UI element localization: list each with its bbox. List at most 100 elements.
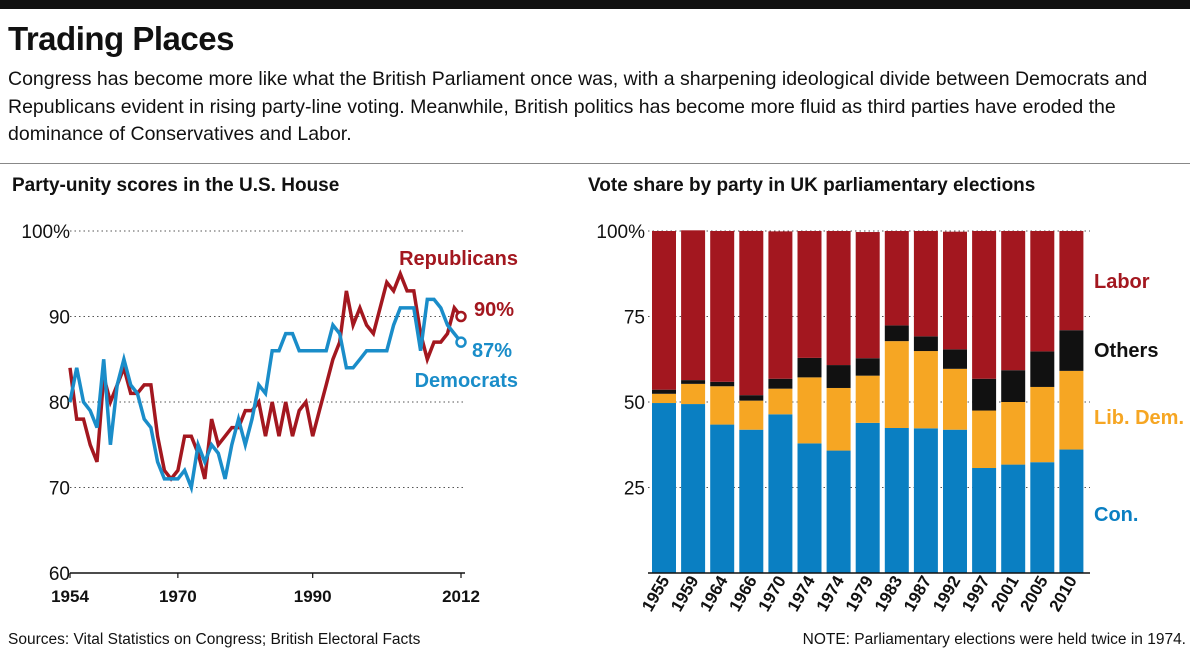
bar-x-tick-label: 1979 xyxy=(842,573,877,615)
republicans-series-label: Republicans xyxy=(399,248,518,270)
bar-x-tick-label: 1992 xyxy=(929,573,964,615)
bar-x-tick-label: 1983 xyxy=(871,573,906,615)
con-legend-label: Con. xyxy=(1094,504,1138,526)
page-subtitle: Congress has become more like what the B… xyxy=(8,68,1148,145)
bar-x-tick-label: 2010 xyxy=(1045,573,1080,615)
bar-x-tick-label: 1974 xyxy=(813,572,849,615)
lib-dem-bar-segment xyxy=(826,387,851,451)
con-bar-segment xyxy=(1001,464,1026,573)
line-chart-title: Party-unity scores in the U.S. House xyxy=(12,175,340,196)
line-x-tick-label: 1990 xyxy=(294,587,332,606)
lib-dem-bar-segment xyxy=(884,341,909,428)
lib-dem-bar-segment xyxy=(768,388,793,415)
lib-dem-bar-segment xyxy=(652,393,676,404)
con-bar-segment xyxy=(797,443,822,573)
page-title: Trading Places xyxy=(8,20,234,57)
line-y-tick-label: 100% xyxy=(21,222,70,243)
con-bar-segment xyxy=(739,429,764,573)
top-rule xyxy=(0,0,1190,9)
con-bar-segment xyxy=(972,468,997,573)
lib-dem-bar-segment xyxy=(710,386,735,425)
labor-bar-segment xyxy=(855,232,880,359)
con-bar-segment xyxy=(884,427,909,573)
others-legend-label: Others xyxy=(1094,340,1158,362)
labor-bar-segment xyxy=(913,231,938,337)
lib-dem-bar-segment xyxy=(1030,386,1055,463)
lib-dem-bar-segment xyxy=(943,368,967,430)
bar-x-tick-label: 1997 xyxy=(958,573,993,615)
others-bar-segment xyxy=(913,336,938,352)
others-bar-segment xyxy=(884,325,909,342)
others-bar-segment xyxy=(1001,370,1026,402)
con-bar-segment xyxy=(1030,462,1055,573)
line-y-tick-label: 70 xyxy=(49,479,70,500)
lib-dem-bar-segment xyxy=(681,383,706,405)
section-divider xyxy=(0,163,1190,164)
lib-dem-bar-segment xyxy=(1001,402,1026,465)
bar-x-tick-label: 1987 xyxy=(900,573,935,615)
others-bar-segment xyxy=(855,358,880,376)
bar-y-tick-label: 100% xyxy=(596,222,645,243)
labor-bar-segment xyxy=(652,231,676,390)
con-bar-segment xyxy=(943,429,967,573)
others-bar-segment xyxy=(710,381,735,387)
labor-bar-segment xyxy=(884,231,909,326)
others-bar-segment xyxy=(768,378,793,389)
others-bar-segment xyxy=(1030,351,1055,387)
bar-chart-title: Vote share by party in UK parliamentary … xyxy=(588,175,1036,196)
bar-x-tick-label: 1955 xyxy=(638,573,673,615)
others-bar-segment xyxy=(943,349,967,369)
bar-x-tick-label: 2005 xyxy=(1016,573,1051,615)
bar-x-tick-label: 1966 xyxy=(725,573,760,615)
line-x-tick-label: 2012 xyxy=(442,587,480,606)
line-y-tick-label: 60 xyxy=(49,564,70,585)
others-bar-segment xyxy=(1059,330,1084,371)
con-bar-segment xyxy=(826,450,851,573)
labor-bar-segment xyxy=(710,231,735,382)
others-bar-segment xyxy=(652,389,676,394)
democrats-series-label: Democrats xyxy=(415,370,518,392)
labor-bar-segment xyxy=(768,231,793,379)
labor-bar-segment xyxy=(681,230,706,381)
bar-y-tick-label: 75 xyxy=(624,308,645,329)
republicans-end-value: 90% xyxy=(474,299,514,321)
democrats-end-value: 87% xyxy=(472,340,512,362)
others-bar-segment xyxy=(972,378,997,411)
others-bar-segment xyxy=(681,380,706,384)
sources-note: Sources: Vital Statistics on Congress; B… xyxy=(8,631,421,648)
con-bar-segment xyxy=(681,404,706,573)
labor-bar-segment xyxy=(797,231,822,358)
lib-dem-bar-segment xyxy=(855,375,880,423)
republicans-line xyxy=(68,269,463,482)
lib-dem-legend-label: Lib. Dem. xyxy=(1094,407,1184,429)
democrats-line xyxy=(68,297,463,495)
lib-dem-bar-segment xyxy=(739,400,764,430)
bar-y-tick-label: 50 xyxy=(624,393,645,414)
bar-x-tick-label: 2001 xyxy=(987,572,1022,614)
others-bar-segment xyxy=(826,365,851,388)
lib-dem-bar-segment xyxy=(797,377,822,444)
con-bar-segment xyxy=(913,428,938,573)
line-x-tick-label: 1954 xyxy=(51,587,89,606)
labor-bar-segment xyxy=(943,231,967,350)
con-bar-segment xyxy=(1059,449,1084,573)
bar-x-tick-label: 1970 xyxy=(754,573,789,615)
labor-bar-segment xyxy=(972,231,997,379)
con-bar-segment xyxy=(710,424,735,573)
line-y-tick-label: 80 xyxy=(49,393,70,414)
labor-bar-segment xyxy=(1001,231,1026,371)
footnote: NOTE: Parliamentary elections were held … xyxy=(802,631,1186,648)
bar-x-tick-label: 1959 xyxy=(667,573,702,615)
bar-y-tick-label: 25 xyxy=(624,479,645,500)
con-bar-segment xyxy=(652,403,676,573)
labor-bar-segment xyxy=(1059,231,1084,331)
lib-dem-bar-segment xyxy=(972,410,997,469)
con-bar-segment xyxy=(768,414,793,573)
others-bar-segment xyxy=(797,357,822,378)
others-bar-segment xyxy=(739,395,764,401)
bar-x-tick-label: 1974 xyxy=(784,572,820,615)
bar-x-tick-label: 1964 xyxy=(696,572,732,615)
democrats-end-point xyxy=(455,336,467,348)
lib-dem-bar-segment xyxy=(1059,370,1084,450)
